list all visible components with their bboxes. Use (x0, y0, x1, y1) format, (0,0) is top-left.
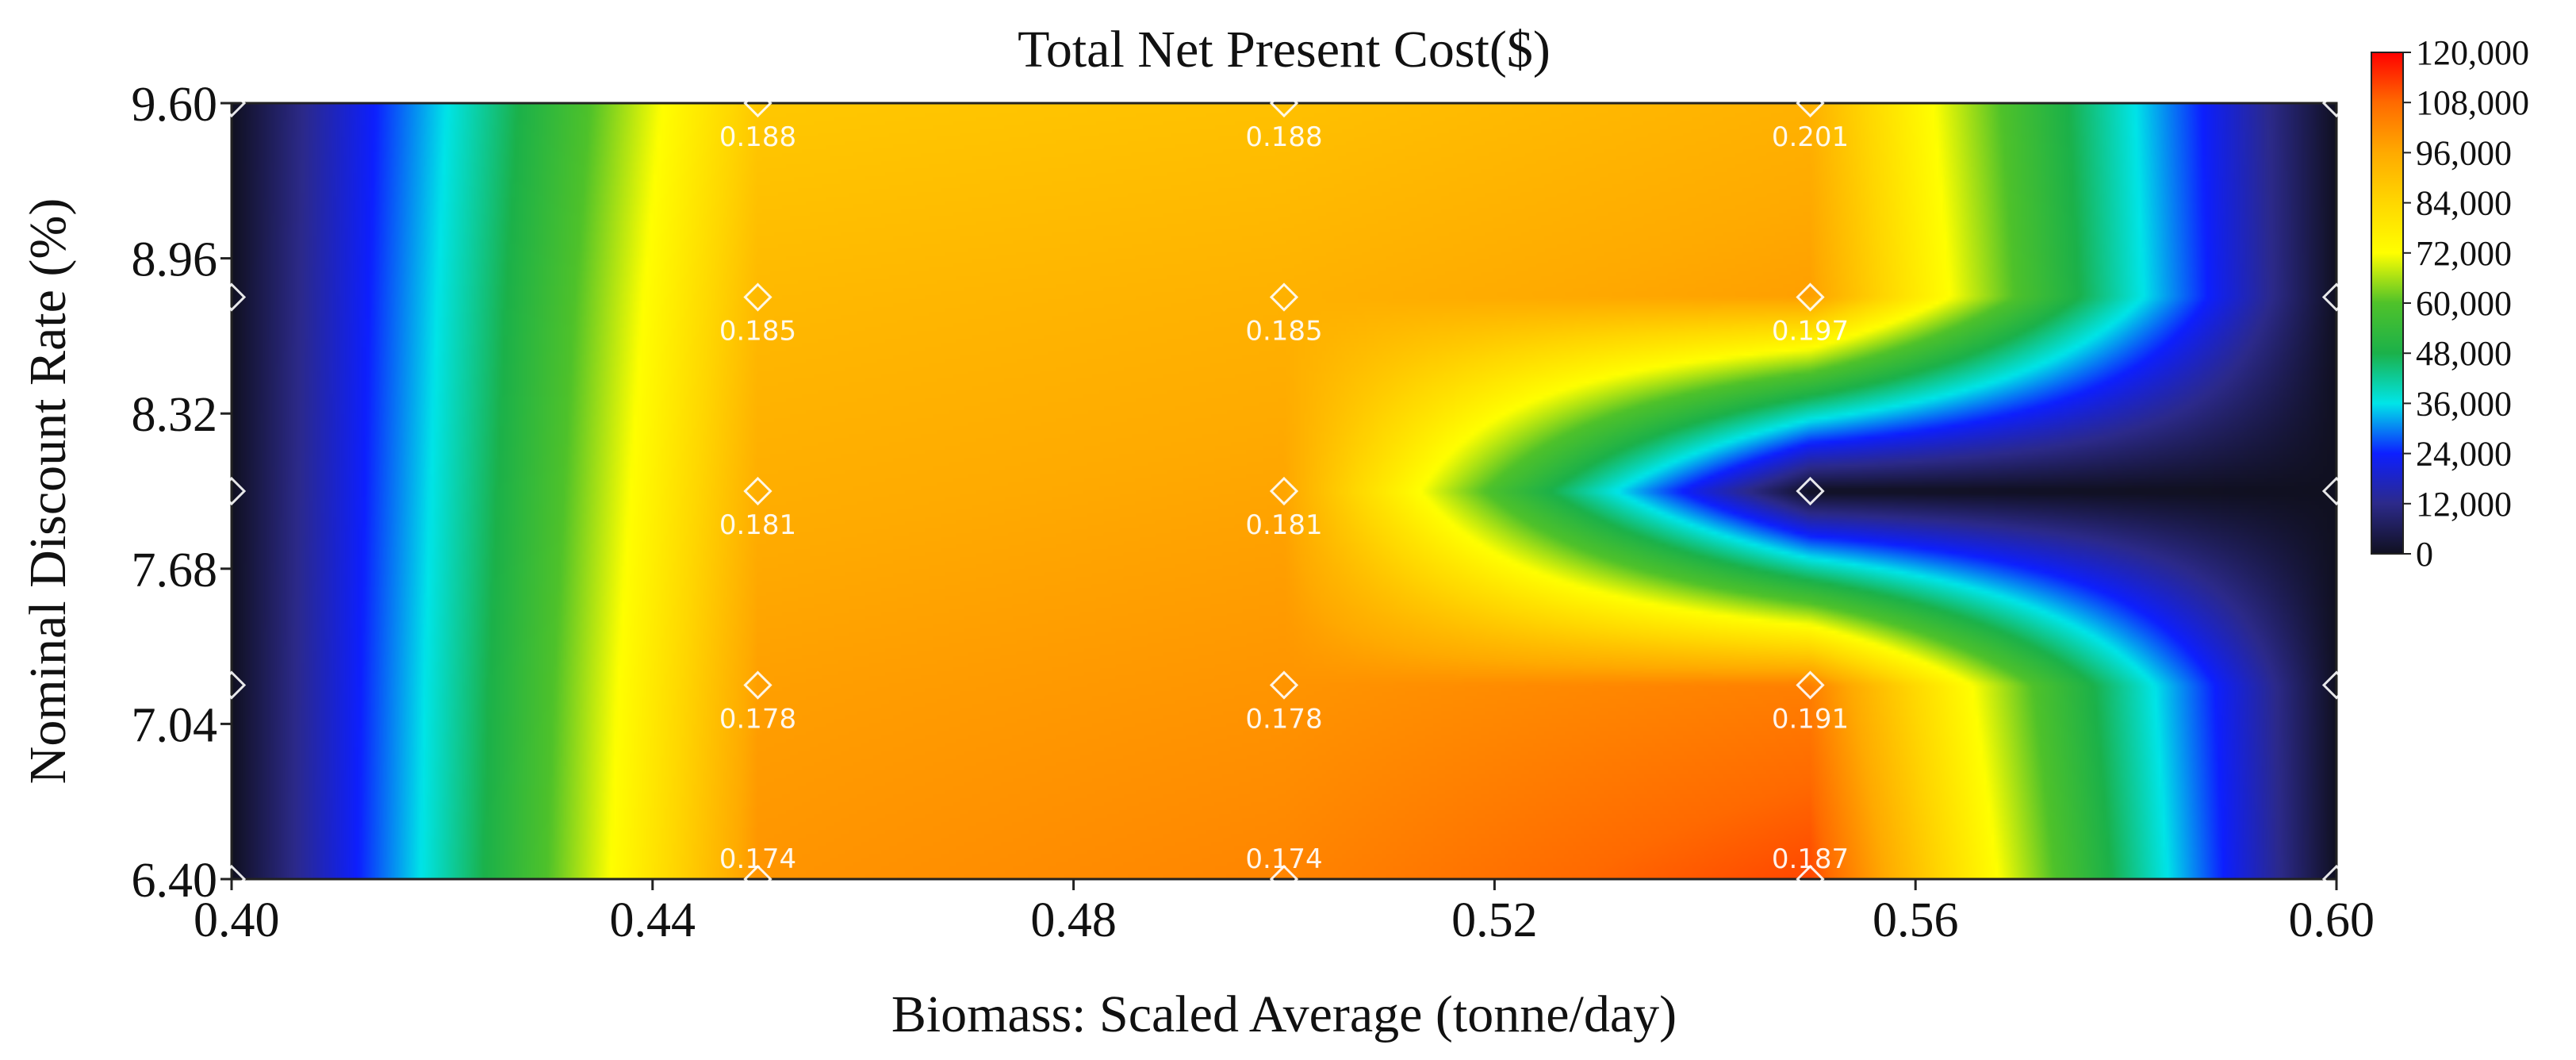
data-point-marker (1269, 476, 1299, 506)
x-tick-label: 0.52 (1451, 893, 1538, 947)
colorbar (2371, 52, 2404, 555)
y-axis-ticks: 6.40 7.04 7.68 8.32 8.96 9.60 (132, 78, 232, 908)
colorbar-tick-label: 84,000 (2416, 184, 2512, 223)
data-point-marker (1796, 88, 1825, 118)
data-point-label: 0.185 (1245, 316, 1322, 348)
heatmap-surface (232, 103, 2336, 879)
data-point-marker (2321, 864, 2352, 894)
data-point-marker (217, 88, 247, 118)
data-point-marker (1796, 476, 1825, 506)
data-point-label: 0.191 (1772, 704, 1849, 735)
y-tick-label: 8.96 (132, 233, 218, 287)
y-tick-label: 9.60 (132, 78, 218, 132)
data-point-marker (743, 282, 772, 312)
data-point-marker (743, 88, 772, 118)
data-points: 0.188 0.188 0.201 0.185 0.185 0.197 0.181 0.181… (217, 88, 2352, 894)
data-point-label: 0.181 (1245, 509, 1322, 541)
data-point-marker (2321, 476, 2352, 506)
colorbar-tick-label: 96,000 (2416, 133, 2512, 172)
x-tick-label: 0.60 (2289, 893, 2375, 947)
y-tick-label: 6.40 (132, 854, 218, 908)
y-tick-label: 7.68 (132, 543, 218, 597)
x-tick-label: 0.56 (1873, 893, 1959, 947)
data-point-marker (743, 670, 772, 700)
data-point-marker (1796, 864, 1825, 894)
heatmap-image (232, 103, 2336, 879)
data-point-label: 0.174 (1245, 843, 1322, 875)
colorbar-tick-label: 24,000 (2416, 435, 2512, 474)
plot-frame (230, 102, 2338, 881)
data-point-label: 0.188 (719, 121, 796, 153)
data-point-marker (217, 282, 247, 312)
y-tick-label: 7.04 (132, 698, 218, 752)
data-point-marker (1796, 282, 1825, 312)
chart-title: Total Net Present Cost($) (1018, 21, 1551, 79)
colorbar-tick-label: 0 (2416, 535, 2433, 574)
x-tick-label: 0.48 (1030, 893, 1117, 947)
data-point-marker (743, 476, 772, 506)
data-point-marker (217, 476, 247, 506)
data-point-label: 0.181 (719, 509, 796, 541)
data-point-marker (1269, 670, 1299, 700)
x-axis-ticks: 0.40 0.44 0.48 0.52 0.56 0.60 (194, 879, 2375, 947)
data-point-label: 0.201 (1772, 121, 1849, 153)
colorbar-tick-label: 48,000 (2416, 334, 2512, 373)
y-tick-label: 8.32 (132, 388, 218, 442)
colorbar-tick-label: 36,000 (2416, 384, 2512, 423)
colorbar-ticks: 0 12,000 24,000 36,000 48,000 60,000 72,000 84,… (2403, 33, 2529, 574)
data-point-label: 0.174 (719, 843, 796, 875)
colorbar-tick-label: 12,000 (2416, 485, 2512, 524)
data-point-label: 0.188 (1245, 121, 1322, 153)
x-tick-label: 0.44 (610, 893, 696, 947)
data-point-label: 0.187 (1772, 843, 1849, 875)
data-point-marker (1796, 670, 1825, 700)
data-point-label: 0.197 (1772, 316, 1849, 348)
data-point-marker (2321, 282, 2352, 312)
colorbar-tick-label: 108,000 (2416, 83, 2529, 122)
data-point-marker (1269, 864, 1299, 894)
data-point-label: 0.185 (719, 316, 796, 348)
x-tick-label: 0.40 (194, 893, 280, 947)
data-point-marker (217, 670, 247, 700)
colorbar-tick-label: 60,000 (2416, 284, 2512, 323)
data-point-marker (1269, 282, 1299, 312)
data-point-label: 0.178 (1245, 704, 1322, 735)
data-point-label: 0.178 (719, 704, 796, 735)
colorbar-tick-label: 120,000 (2416, 33, 2529, 72)
data-point-marker (217, 864, 247, 894)
data-point-marker (2321, 88, 2352, 118)
data-point-marker (743, 864, 772, 894)
y-axis-label: Nominal Discount Rate (%) (19, 198, 77, 785)
data-point-marker (1269, 88, 1299, 118)
colorbar-tick-label: 72,000 (2416, 234, 2512, 273)
x-axis-label: Biomass: Scaled Average (tonne/day) (891, 985, 1677, 1043)
data-point-marker (2321, 670, 2352, 700)
